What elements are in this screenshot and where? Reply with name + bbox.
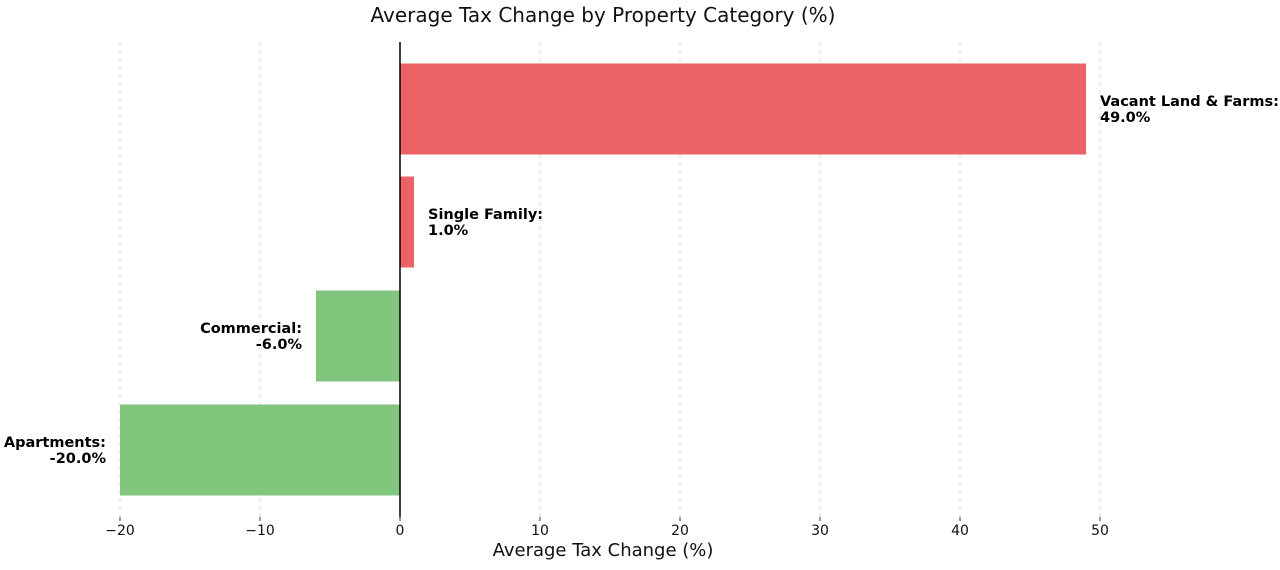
bars-layer (120, 63, 1086, 496)
data-label-value: -20.0% (50, 451, 107, 467)
x-tick-label: 40 (951, 523, 969, 539)
data-label-value: 1.0% (428, 223, 469, 239)
chart-title: Average Tax Change by Property Category … (371, 3, 836, 27)
x-axis-ticks: −20 −10 0 10 20 30 40 50 (105, 517, 1109, 539)
data-label: Single Family: 1.0% (428, 207, 543, 239)
data-label-value: 49.0% (1100, 110, 1151, 126)
data-labels: Apartments: -20.0% Commercial: -6.0% Single … (4, 94, 1279, 467)
data-label-category: Vacant Land & Farms: (1100, 94, 1279, 110)
bar-vacant-land-farms (400, 63, 1086, 155)
data-label: Commercial: -6.0% (200, 321, 302, 353)
x-axis-label: Average Tax Change (%) (493, 540, 714, 561)
x-tick-label: 50 (1091, 523, 1109, 539)
x-tick-label: −20 (105, 523, 135, 539)
bar-single-family (400, 176, 414, 268)
data-label-category: Commercial: (200, 321, 302, 337)
data-label: Vacant Land & Farms: 49.0% (1100, 94, 1279, 126)
data-label-category: Apartments: (4, 435, 106, 451)
data-label-category: Single Family: (428, 207, 543, 223)
x-tick-label: −10 (245, 523, 275, 539)
x-tick-label: 0 (396, 523, 405, 539)
x-tick-label: 20 (671, 523, 689, 539)
data-label-value: -6.0% (256, 337, 303, 353)
x-tick-label: 10 (531, 523, 549, 539)
data-label: Apartments: -20.0% (4, 435, 107, 467)
bar-apartments (120, 404, 400, 496)
bar-commercial (316, 290, 400, 382)
x-tick-label: 30 (811, 523, 829, 539)
